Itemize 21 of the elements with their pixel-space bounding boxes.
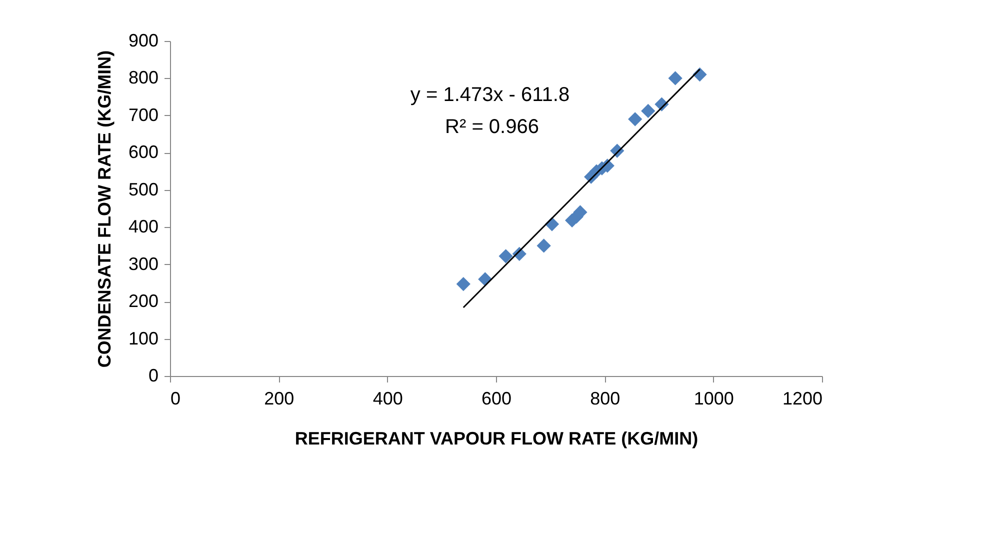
- x-tick-label: 800: [590, 388, 620, 408]
- annotation: R² = 0.966: [445, 116, 539, 138]
- x-tick-label: 0: [170, 388, 181, 408]
- y-tick-label: 200: [128, 291, 158, 312]
- y-tick-label: 600: [128, 142, 158, 162]
- x-axis-title: REFRIGERANT VAPOUR FLOW RATE (KG/MIN): [294, 428, 698, 448]
- y-tick-label: 700: [128, 104, 158, 125]
- y-tick-label: 300: [128, 254, 158, 274]
- annotation: y = 1.473x - 611.8: [410, 84, 570, 106]
- x-tick-label: 400: [372, 388, 403, 408]
- x-tick-label: 1200: [782, 388, 822, 408]
- y-axis-title: CONDENSATE FLOW RATE (KG/MIN): [94, 50, 114, 368]
- x-tick-label: 200: [264, 388, 294, 408]
- x-tick-label: 1000: [694, 388, 734, 408]
- y-tick-label: 500: [128, 179, 158, 200]
- y-tick-label: 100: [128, 328, 158, 348]
- y-tick-label: 400: [128, 216, 158, 237]
- y-tick-label: 800: [128, 68, 158, 88]
- x-tick-label: 600: [481, 388, 512, 408]
- y-tick-label: 0: [148, 366, 158, 386]
- y-tick-label: 900: [128, 30, 158, 50]
